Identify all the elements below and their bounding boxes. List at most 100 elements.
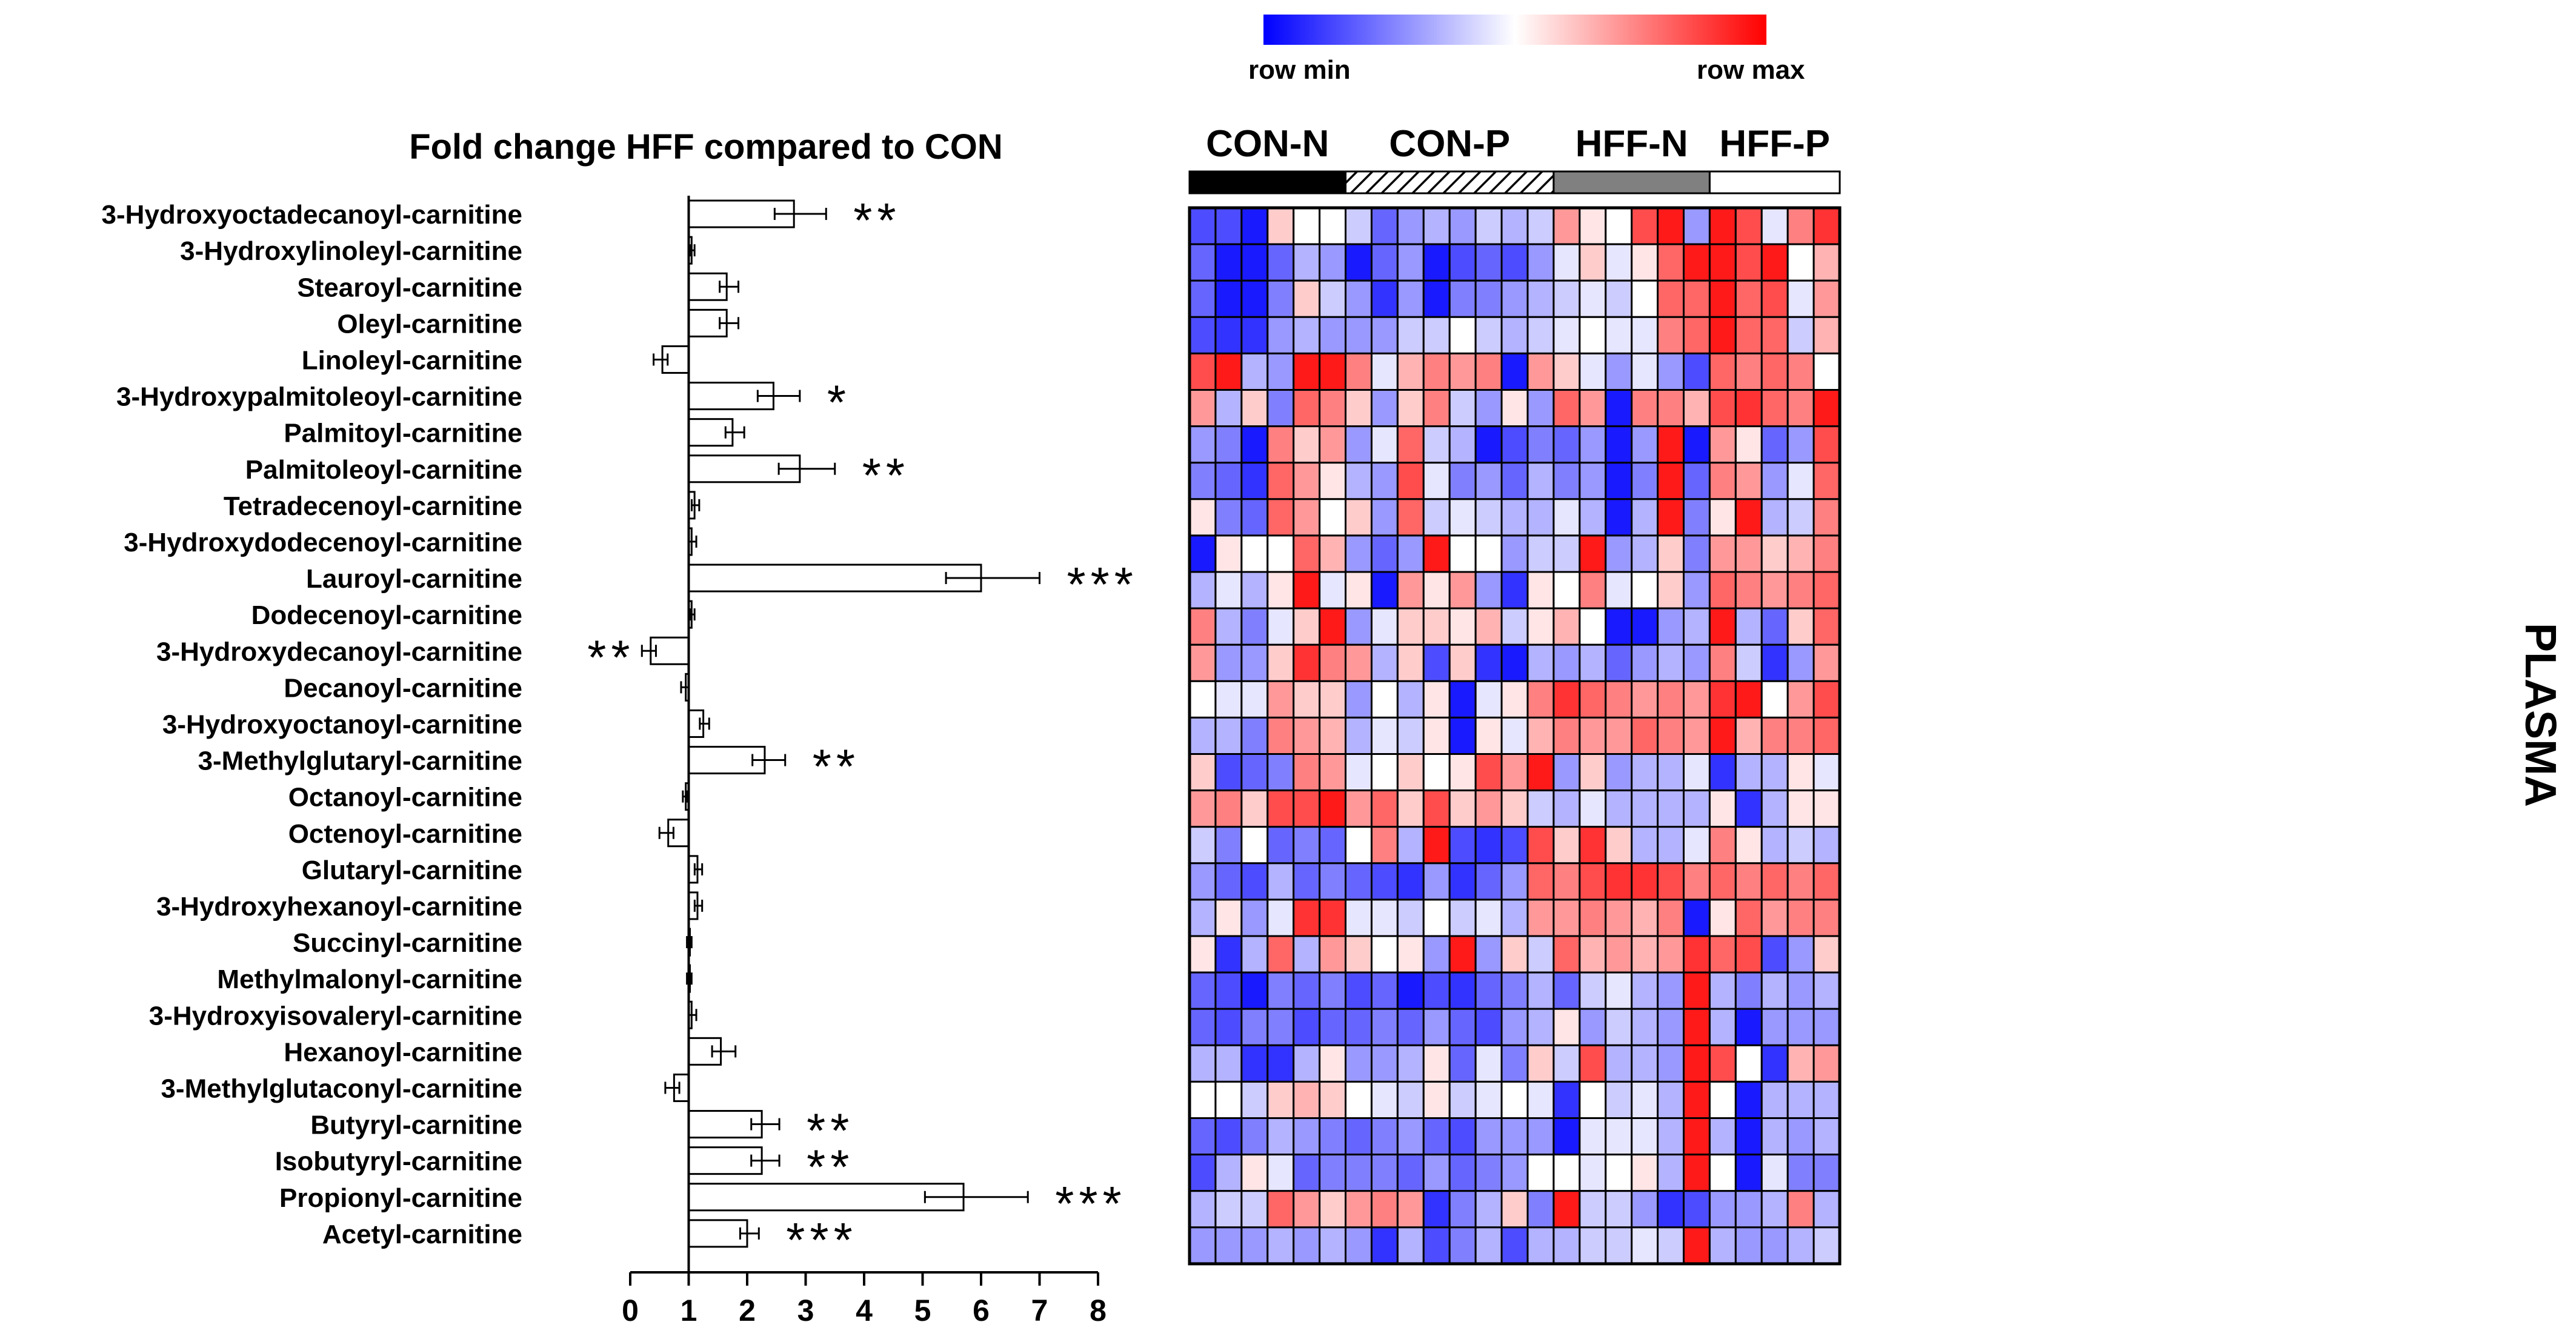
heatmap-cell xyxy=(1214,243,1243,282)
heatmap-cell xyxy=(1345,935,1373,974)
heatmap-cell xyxy=(1188,279,1217,318)
heatmap-cell xyxy=(1240,862,1269,901)
heatmap-cell xyxy=(1553,862,1581,901)
heatmap-cell xyxy=(1579,1226,1607,1265)
heatmap-cell xyxy=(1293,207,1321,245)
heatmap-cell xyxy=(1812,1044,1841,1083)
heatmap-cell xyxy=(1786,1008,1815,1046)
bar xyxy=(650,636,690,665)
heatmap-cell xyxy=(1319,643,1347,682)
heatmap-cell xyxy=(1474,425,1503,464)
heatmap-cell xyxy=(1240,534,1269,573)
heatmap-cell xyxy=(1657,1226,1685,1265)
heatmap-cell xyxy=(1240,243,1269,282)
heatmap-cell xyxy=(1786,1080,1815,1120)
heatmap-cell xyxy=(1422,716,1451,756)
heatmap-cell xyxy=(1240,753,1269,792)
heatmap-cell xyxy=(1579,571,1607,610)
heatmap-cell xyxy=(1812,716,1841,756)
heatmap-cell xyxy=(1760,789,1789,828)
heatmap-cell xyxy=(1786,826,1815,865)
category-label: Oleyl-carnitine xyxy=(337,309,522,339)
heatmap-cell xyxy=(1266,680,1295,719)
heatmap-cell xyxy=(1657,534,1685,573)
heatmap-cell xyxy=(1605,862,1633,901)
heatmap-cell xyxy=(1657,643,1685,682)
heatmap-cell xyxy=(1370,1226,1399,1265)
heatmap-cell xyxy=(1214,789,1243,828)
x-tick-label: 6 xyxy=(973,1294,990,1327)
heatmap-cell xyxy=(1345,680,1373,719)
heatmap-cell xyxy=(1631,643,1659,682)
heatmap-cell xyxy=(1319,1080,1347,1120)
heatmap-cell xyxy=(1448,1154,1477,1192)
heatmap-cell xyxy=(1786,425,1815,464)
group-label: HFF-P xyxy=(1719,123,1830,165)
heatmap-cell xyxy=(1734,1117,1763,1156)
heatmap-cell xyxy=(1500,425,1529,464)
heatmap-cell xyxy=(1553,352,1581,391)
heatmap-cell xyxy=(1474,352,1503,391)
significance-label: *** xyxy=(786,1213,857,1267)
heatmap-cell xyxy=(1345,243,1373,282)
heatmap-cell xyxy=(1526,425,1555,464)
heatmap-cell xyxy=(1579,207,1607,245)
heatmap-cell xyxy=(1240,389,1269,428)
heatmap-cell xyxy=(1734,899,1763,937)
heatmap-cell xyxy=(1448,462,1477,500)
heatmap-cell xyxy=(1760,389,1789,428)
heatmap-cell xyxy=(1579,1080,1607,1120)
heatmap-cell xyxy=(1266,1080,1295,1120)
heatmap-cell xyxy=(1760,534,1789,573)
heatmap-cell xyxy=(1396,243,1425,282)
heatmap-cell xyxy=(1708,789,1737,828)
heatmap-cell xyxy=(1448,716,1477,756)
heatmap-cell xyxy=(1448,1117,1477,1156)
heatmap-cell xyxy=(1266,935,1295,974)
heatmap-cell xyxy=(1631,243,1659,282)
x-tick-label: 1 xyxy=(681,1294,697,1327)
heatmap-cell xyxy=(1631,753,1659,792)
heatmap-cell xyxy=(1657,462,1685,500)
heatmap-cell xyxy=(1422,1080,1451,1120)
heatmap-cell xyxy=(1605,826,1633,865)
heatmap-cell xyxy=(1605,1190,1633,1229)
heatmap-cell xyxy=(1631,462,1659,500)
heatmap-cell xyxy=(1266,1044,1295,1083)
heatmap-cell xyxy=(1293,1154,1321,1192)
heatmap-cell xyxy=(1579,1190,1607,1229)
category-label: Propionyl-carnitine xyxy=(279,1183,522,1213)
heatmap-cell xyxy=(1500,826,1529,865)
heatmap-cell xyxy=(1682,1154,1711,1192)
heatmap-cell xyxy=(1631,425,1659,464)
heatmap-cell xyxy=(1526,971,1555,1010)
heatmap-cell xyxy=(1579,716,1607,756)
bar xyxy=(688,1110,763,1139)
heatmap-cell xyxy=(1657,352,1685,391)
heatmap-cell xyxy=(1474,971,1503,1010)
heatmap-cell xyxy=(1240,279,1269,318)
heatmap-cell xyxy=(1579,498,1607,537)
heatmap-cell xyxy=(1370,352,1399,391)
heatmap-cell xyxy=(1657,498,1685,537)
heatmap-cell xyxy=(1240,1226,1269,1265)
heatmap-cell xyxy=(1682,862,1711,901)
significance-label: *** xyxy=(1067,557,1138,611)
heatmap-cell xyxy=(1605,899,1633,937)
heatmap-cell xyxy=(1631,607,1659,646)
heatmap-cell xyxy=(1370,716,1399,756)
heatmap-cell xyxy=(1786,643,1815,682)
heatmap-cell xyxy=(1760,1190,1789,1229)
heatmap-cell xyxy=(1760,316,1789,354)
heatmap-cell xyxy=(1345,207,1373,245)
heatmap-cell xyxy=(1631,1226,1659,1265)
heatmap-cell xyxy=(1396,462,1425,500)
significance-label: * xyxy=(827,376,851,430)
heatmap-cell xyxy=(1422,899,1451,937)
heatmap-cell xyxy=(1370,1190,1399,1229)
heatmap-cell xyxy=(1240,1008,1269,1046)
heatmap-cell xyxy=(1500,1226,1529,1265)
heatmap-cell xyxy=(1734,1226,1763,1265)
heatmap-cell xyxy=(1708,498,1737,537)
heatmap-cell xyxy=(1760,1080,1789,1120)
